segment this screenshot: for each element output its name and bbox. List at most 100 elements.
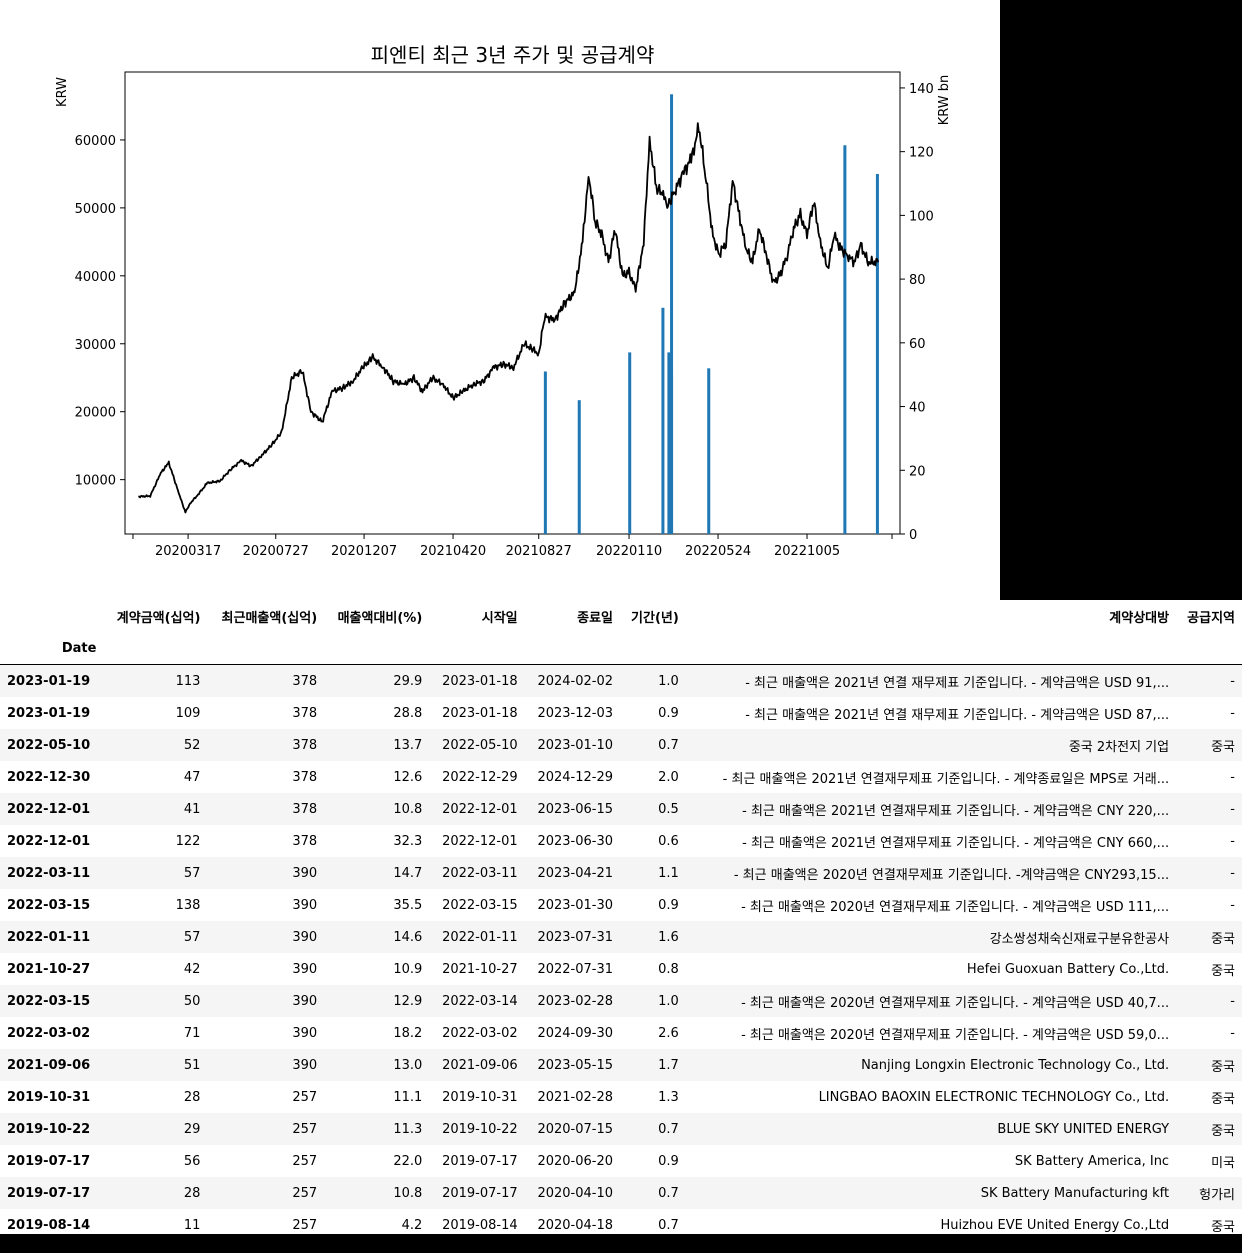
y-tick-label-right: 140 — [909, 82, 934, 97]
y-tick-label-right: 20 — [909, 464, 926, 479]
table-cell: 2022-03-15 — [442, 897, 518, 913]
table-cell: - — [1230, 993, 1235, 1009]
table-cell: 2023-12-03 — [537, 705, 614, 721]
table-cell: 2022-03-11 — [442, 865, 518, 881]
table-row: 2023-01-19 109 378 28.8 2023-01-18 2023-12-03… — [0, 697, 1242, 729]
table-row: 2019-10-22 29 257 11.3 2019-10-22 2020-07-15 0… — [0, 1113, 1242, 1145]
table-cell: 28 — [183, 1089, 201, 1105]
table-cell: 257 — [292, 1121, 318, 1137]
table-row: 2022-03-11 57 390 14.7 2022-03-11 2023-04-21 1… — [0, 857, 1242, 889]
table-row: 2022-03-02 71 390 18.2 2022-03-02 2024-09-30 2… — [0, 1017, 1242, 1049]
row-date: 2019-10-22 — [7, 1121, 91, 1137]
table-cell: 1.7 — [658, 1057, 679, 1073]
col-header: 공급지역 — [1187, 610, 1235, 626]
table-cell: 2024-12-29 — [537, 769, 614, 785]
y-tick-label-left: 30000 — [75, 338, 116, 353]
table-cell: 2022-03-14 — [442, 993, 518, 1009]
price-line — [138, 122, 879, 514]
table-cell: 2020-06-20 — [537, 1153, 614, 1169]
table-cell: 51 — [183, 1057, 201, 1073]
table-cell: - — [1230, 673, 1235, 689]
table-cell: 0.7 — [658, 1121, 679, 1137]
row-date: 2022-12-30 — [7, 769, 91, 785]
table-row: 2022-03-15 50 390 12.9 2022-03-14 2023-02-28 1… — [0, 985, 1242, 1017]
table-cell: 중국 — [1211, 931, 1235, 947]
table-cell: 1.0 — [658, 673, 679, 689]
table-cell: 257 — [292, 1153, 318, 1169]
contract-table: 계약금액(십억) 최근매출액(십억) 매출액대비(%) 시작일 종료일 기간(년… — [0, 600, 1242, 1234]
table-cell: 0.7 — [658, 1217, 679, 1233]
table-row: 2023-01-19 113 378 29.9 2023-01-18 2024-02-02… — [0, 664, 1242, 697]
table-cell: 390 — [292, 1025, 318, 1041]
row-date: 2021-09-06 — [7, 1057, 91, 1073]
table-cell: - 최근 매출액은 2020년 연결재무제표 기준입니다. - 계약금액은 US… — [741, 995, 1170, 1011]
table-cell: 2022-01-11 — [442, 929, 518, 945]
table-cell: - — [1230, 801, 1235, 817]
table-cell: - — [1230, 705, 1235, 721]
y-tick-label-left: 50000 — [75, 202, 116, 217]
table-row: 2021-10-27 42 390 10.9 2021-10-27 2022-07-31 0… — [0, 953, 1242, 985]
table-cell: 10.8 — [393, 801, 423, 817]
table-cell: 2021-09-06 — [442, 1057, 518, 1073]
y-axis-label-right: KRW bn — [937, 75, 952, 126]
table-cell: 강소쌍성채숙신재료구분유한공사 — [989, 931, 1170, 947]
row-date: 2022-12-01 — [7, 833, 91, 849]
table-cell: 122 — [175, 833, 201, 849]
table-cell: - 최근 매출액은 2021년 연결재무제표 기준입니다. - 계약금액은 CN… — [742, 803, 1170, 819]
contract-table-panel: 계약금액(십억) 최근매출액(십억) 매출액대비(%) 시작일 종료일 기간(년… — [0, 600, 1242, 1234]
table-cell: 2019-08-14 — [442, 1217, 518, 1233]
table-cell: 378 — [292, 737, 318, 753]
table-cell: 29.9 — [393, 673, 423, 689]
chart-panel: 피엔티 최근 3년 주가 및 공급계약 KRW KRW bn 10000 20000 30… — [0, 0, 1000, 600]
index-label: Date — [61, 640, 97, 656]
table-cell: 중국 — [1211, 1123, 1235, 1139]
table-cell: 2023-07-31 — [537, 929, 614, 945]
table-cell: 1.3 — [658, 1089, 679, 1105]
y-tick-label-right: 100 — [909, 209, 934, 224]
table-cell: 390 — [292, 961, 318, 977]
table-cell: 2020-04-18 — [537, 1217, 614, 1233]
table-cell: - — [1230, 897, 1235, 913]
row-date: 2019-08-14 — [7, 1217, 91, 1233]
table-cell: 2023-02-28 — [537, 993, 614, 1009]
table-cell: 2019-07-17 — [442, 1153, 518, 1169]
table-row: 2022-12-01 122 378 32.3 2022-12-01 2023-06-30… — [0, 825, 1242, 857]
table-row: 2022-03-15 138 390 35.5 2022-03-15 2023-01-30… — [0, 889, 1242, 921]
table-cell: 10.9 — [393, 961, 423, 977]
table-row: 2019-10-31 28 257 11.1 2019-10-31 2021-02-28 1… — [0, 1081, 1242, 1113]
table-cell: 0.7 — [658, 737, 679, 753]
table-cell: - 최근 매출액은 2020년 연결재무제표 기준입니다. -계약금액은 CNY… — [733, 867, 1170, 883]
table-cell: 390 — [292, 929, 318, 945]
table-cell: 42 — [183, 961, 201, 977]
table-cell: 13.0 — [393, 1057, 423, 1073]
table-cell: 4.2 — [401, 1217, 423, 1233]
table-cell: 중국 2차전지 기업 — [1068, 739, 1170, 755]
table-cell: - — [1230, 865, 1235, 881]
table-cell: 중국 — [1211, 1219, 1235, 1235]
table-cell: 2.0 — [658, 769, 679, 785]
y-tick-label-left: 10000 — [75, 474, 116, 489]
table-cell: 2022-12-01 — [442, 801, 518, 817]
table-cell: 378 — [292, 769, 318, 785]
table-cell: Hefei Guoxuan Battery Co.,Ltd. — [966, 961, 1170, 977]
table-cell: 2022-07-31 — [537, 961, 614, 977]
table-cell: 52 — [183, 737, 201, 753]
table-cell: 35.5 — [393, 897, 423, 913]
row-date: 2022-05-10 — [7, 737, 91, 753]
table-row: 2022-12-30 47 378 12.6 2022-12-29 2024-12-29 2… — [0, 761, 1242, 793]
table-cell: 12.6 — [393, 769, 423, 785]
table-cell: 2022-12-01 — [442, 833, 518, 849]
table-cell: 중국 — [1211, 1059, 1235, 1075]
row-date: 2019-07-17 — [7, 1153, 91, 1169]
col-header: 계약금액(십억) — [116, 610, 201, 626]
index-header-blank — [0, 600, 103, 632]
contract-bar — [670, 94, 674, 534]
table-cell: 22.0 — [393, 1153, 423, 1169]
table-cell: 47 — [183, 769, 201, 785]
table-cell: 2023-01-10 — [537, 737, 614, 753]
table-cell: 0.9 — [658, 705, 679, 721]
y-tick-label-right: 80 — [909, 273, 926, 288]
table-cell: 0.6 — [658, 833, 679, 849]
table-cell: 2023-01-30 — [537, 897, 614, 913]
table-cell: 0.5 — [658, 801, 679, 817]
